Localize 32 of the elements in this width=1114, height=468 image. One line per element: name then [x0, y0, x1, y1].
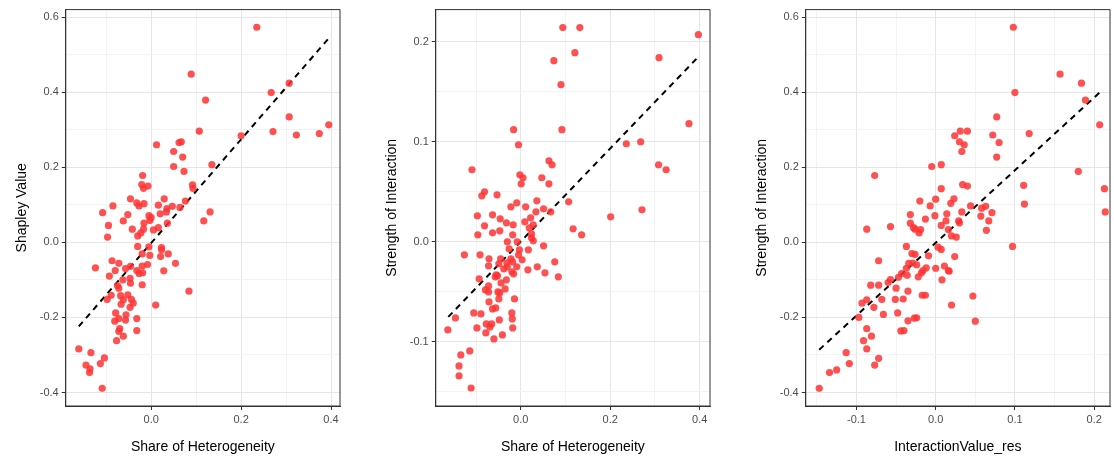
y-tick-label: 0.6 [783, 10, 799, 23]
x-tick-label: 0.1 [1007, 412, 1023, 425]
y-tick-label: -0.2 [779, 310, 799, 323]
y-tick-label: 0.0 [413, 234, 429, 247]
y-tick-label: 0.2 [783, 160, 799, 173]
x-tick-label: 0.0 [928, 412, 944, 425]
y-tick-label: 0.4 [43, 85, 59, 98]
y-axis-title: Strength of Interaction [383, 138, 400, 277]
y-tick-label: 0.2 [413, 34, 429, 47]
x-tick-label: 0.2 [1086, 412, 1102, 425]
y-tick-label: 0.6 [43, 10, 59, 23]
x-tick-label: 0.2 [602, 412, 618, 425]
x-axis-title: InteractionValue_res [894, 438, 1022, 455]
x-tick-label: -0.1 [846, 412, 866, 425]
y-tick-label: -0.4 [779, 385, 799, 398]
x-tick-label: 0.2 [233, 412, 249, 425]
x-axis-title: Share of Heterogeneity [500, 438, 645, 455]
y-axis-title: Strength of Interaction [753, 138, 770, 277]
x-axis-title: Share of Heterogeneity [130, 438, 275, 455]
y-tick-label: -0.1 [409, 334, 429, 347]
x-tick-label: 0.0 [513, 412, 529, 425]
y-tick-label: 0.0 [43, 235, 59, 248]
y-tick-label: -0.2 [39, 310, 59, 323]
y-tick-label: 0.0 [783, 235, 799, 248]
x-tick-label: 0.4 [323, 412, 339, 425]
y-tick-label: 0.1 [413, 134, 429, 147]
x-tick-label: 0.4 [692, 412, 708, 425]
y-tick-label: -0.4 [39, 385, 59, 398]
x-tick-label: 0.0 [143, 412, 159, 425]
y-tick-label: 0.4 [783, 85, 799, 98]
y-tick-label: 0.2 [43, 160, 59, 173]
y-axis-title: Shapley Value [13, 162, 30, 253]
